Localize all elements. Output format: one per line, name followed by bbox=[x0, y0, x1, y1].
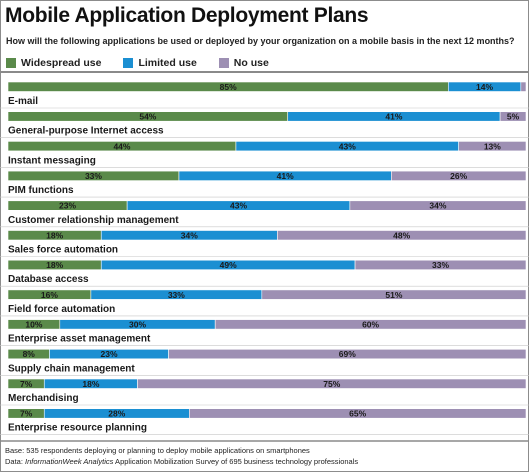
bar-segment bbox=[168, 348, 527, 360]
legend-swatch-widespread bbox=[6, 58, 16, 68]
bar-value-label: 16% bbox=[41, 290, 58, 300]
legend: Widespread use Limited use No use bbox=[6, 57, 291, 69]
bar-value-label: 18% bbox=[82, 379, 99, 389]
category-label: Merchandising bbox=[8, 393, 79, 404]
category-label: E-mail bbox=[8, 96, 38, 107]
bar-value-label: 85% bbox=[220, 82, 237, 92]
bar-value-label: 33% bbox=[85, 171, 102, 181]
bar-value-label: 43% bbox=[339, 141, 356, 151]
bar-value-label: 7% bbox=[20, 379, 33, 389]
bar-segment bbox=[499, 111, 527, 122]
category-label: Enterprise resource planning bbox=[8, 423, 147, 434]
bar-value-label: 33% bbox=[432, 260, 449, 270]
bar-segment bbox=[214, 319, 527, 330]
bar-segment bbox=[189, 408, 527, 419]
legend-swatch-no-use bbox=[218, 58, 229, 68]
bar-value-label: 23% bbox=[59, 201, 76, 211]
category-label: General-purpose Internet access bbox=[8, 126, 164, 137]
legend-item-no-use: No use bbox=[218, 57, 269, 69]
bar-value-label: 41% bbox=[277, 171, 294, 181]
bar-value-label: 54% bbox=[139, 112, 156, 122]
bar-value-label: 5% bbox=[507, 112, 520, 122]
footer-data-prefix: Data: bbox=[5, 456, 26, 466]
bar-segment bbox=[349, 200, 527, 211]
legend-label-no-use: No use bbox=[233, 57, 269, 69]
bar-value-label: 44% bbox=[113, 141, 130, 151]
chart-subtitle: How will the following applications be u… bbox=[6, 36, 515, 46]
bar-segment bbox=[354, 259, 527, 271]
bar-value-label: 48% bbox=[393, 230, 410, 240]
bar-value-label: 34% bbox=[429, 201, 446, 211]
header-divider bbox=[0, 71, 529, 73]
footer-data-suffix: Application Mobilization Survey of 695 b… bbox=[113, 456, 359, 466]
bar-value-label: 33% bbox=[168, 290, 185, 300]
footer-data-source-name: InformationWeek Analytics bbox=[25, 456, 114, 466]
category-label: Database access bbox=[8, 274, 89, 285]
legend-label-widespread: Widespread use bbox=[21, 57, 102, 69]
bar-value-label: 69% bbox=[339, 349, 356, 359]
bar-value-label: 18% bbox=[46, 230, 63, 240]
legend-label-limited: Limited use bbox=[138, 57, 197, 69]
legend-swatch-limited bbox=[123, 58, 134, 68]
legend-item-limited: Limited use bbox=[123, 57, 197, 69]
bar-value-label: 60% bbox=[362, 320, 379, 330]
category-label: Instant messaging bbox=[8, 155, 96, 166]
bar-value-label: 41% bbox=[385, 112, 402, 122]
bar-value-label: 28% bbox=[108, 409, 125, 419]
bar-value-label: 7% bbox=[20, 409, 33, 419]
footer-data-source: Data: InformationWeek Analytics Applicat… bbox=[5, 457, 358, 468]
chart-title: Mobile Application Deployment Plans bbox=[5, 4, 369, 27]
bar-value-label: 23% bbox=[101, 349, 118, 359]
bar-value-label: 49% bbox=[220, 260, 237, 270]
bar-segment bbox=[391, 170, 527, 181]
category-label: Enterprise asset management bbox=[8, 334, 151, 345]
bar-value-label: 43% bbox=[230, 201, 247, 211]
bar-value-label: 65% bbox=[349, 409, 366, 419]
category-label: Supply chain management bbox=[8, 363, 135, 374]
bar-segment bbox=[458, 141, 527, 152]
bar-value-label: 51% bbox=[385, 290, 402, 300]
bar-value-label: 26% bbox=[450, 171, 467, 181]
category-label: Customer relationship management bbox=[8, 215, 179, 226]
bar-segment bbox=[137, 378, 527, 389]
bar-value-label: 34% bbox=[181, 230, 198, 240]
bar-value-label: 8% bbox=[23, 349, 36, 359]
bar-segment bbox=[261, 289, 527, 300]
bar-value-label: 18% bbox=[46, 260, 63, 270]
legend-item-widespread: Widespread use bbox=[6, 57, 101, 69]
category-label: PIM functions bbox=[8, 185, 74, 196]
bar-value-label: 13% bbox=[484, 141, 501, 151]
bar-value-label: 10% bbox=[25, 320, 42, 330]
footer-base-note: Base: 535 respondents deploying or plann… bbox=[5, 446, 310, 455]
bar-segment bbox=[277, 230, 527, 241]
bar-value-label: 75% bbox=[323, 379, 340, 389]
chart-footer: Base: 535 respondents deploying or plann… bbox=[5, 446, 358, 467]
category-label: Field force automation bbox=[8, 304, 115, 315]
bar-value-label: 30% bbox=[129, 320, 146, 330]
category-label: Sales force automation bbox=[8, 245, 118, 256]
bar-segment bbox=[520, 81, 527, 92]
bar-value-label: 14% bbox=[476, 82, 493, 92]
